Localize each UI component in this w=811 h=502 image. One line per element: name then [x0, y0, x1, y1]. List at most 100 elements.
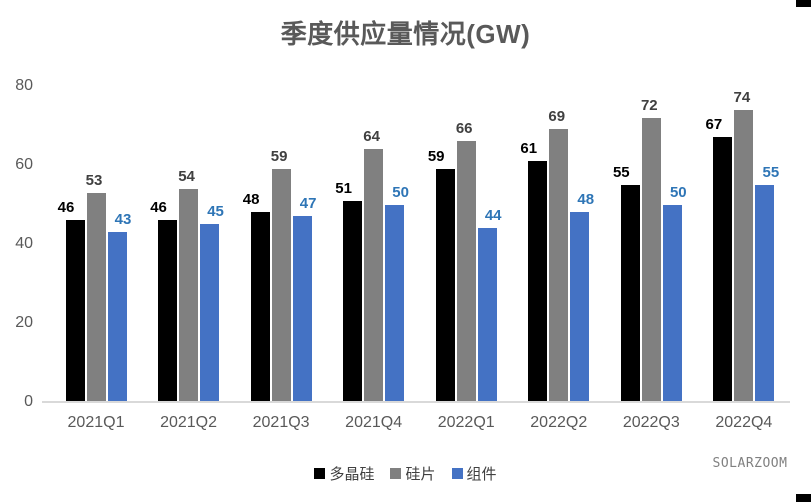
y-tick-label: 80 — [15, 77, 33, 94]
bar-硅片 — [86, 192, 106, 402]
bar-value-label: 48 — [577, 191, 595, 209]
legend-swatch-icon — [451, 468, 463, 479]
bar-group-2022Q4: 67 74 55 — [706, 88, 779, 402]
bar-多晶硅 — [343, 200, 363, 402]
bar-value-label: 61 — [520, 140, 538, 157]
x-axis-label: 2021Q2 — [160, 414, 218, 431]
bar-group-2021Q2: 46 54 45 — [150, 167, 224, 402]
bar-多晶硅 — [158, 220, 178, 402]
bar-value-label: 50 — [669, 183, 687, 201]
legend-label: 多晶硅 — [329, 466, 375, 483]
bar-多晶硅 — [620, 184, 640, 402]
bar-value-label: 59 — [270, 147, 288, 165]
legend: 多晶硅 硅片 组件 — [0, 463, 811, 484]
bar-value-label: 55 — [762, 163, 780, 181]
bar-硅片 — [179, 188, 199, 402]
bar-组件 — [755, 184, 775, 402]
bar-组件 — [570, 212, 590, 402]
bar-value-label: 53 — [85, 171, 103, 189]
bar-group-2022Q2: 61 69 48 — [520, 108, 594, 402]
bar-group-2021Q4: 51 64 50 — [335, 128, 409, 402]
bar-value-label: 55 — [612, 163, 630, 181]
bar-value-label: 43 — [114, 211, 132, 229]
legend-swatch-icon — [314, 468, 326, 479]
bar-column: 53 — [85, 171, 106, 402]
x-axis-label: 2021Q3 — [252, 414, 310, 431]
x-axis-label: 2022Q3 — [622, 414, 680, 431]
x-axis-label: 2022Q2 — [530, 414, 588, 431]
bar-group-2021Q1: 46 53 43 — [58, 171, 131, 402]
legend-item-组件: 组件 — [451, 463, 497, 484]
bar-多晶硅 — [250, 212, 270, 402]
bar-column: 59 — [270, 147, 291, 402]
bar-column: 47 — [292, 195, 316, 402]
plot-area: 46 53 43 46 54 45 48 59 47 51 64 50 59 66 44 61 69 48 55 72… — [0, 86, 811, 402]
bar-组件 — [385, 204, 405, 402]
y-tick-label: 0 — [24, 393, 33, 410]
bar-硅片 — [641, 117, 661, 402]
bar-value-label: 64 — [363, 128, 380, 146]
bar-group-2021Q3: 48 59 47 — [243, 147, 316, 402]
bar-多晶硅 — [713, 137, 733, 402]
bar-column: 64 — [363, 128, 384, 402]
bar-value-label: 59 — [427, 147, 445, 165]
x-axis-line — [42, 401, 790, 403]
bar-value-label: 74 — [733, 88, 751, 106]
y-tick-label: 20 — [15, 314, 33, 331]
bar-column: 69 — [548, 108, 569, 402]
bar-组件 — [107, 232, 127, 402]
bar-column: 48 — [570, 191, 594, 402]
bar-value-label: 48 — [242, 191, 260, 209]
bar-硅片 — [734, 109, 754, 402]
bar-硅片 — [271, 168, 291, 402]
bar-组件 — [662, 204, 682, 402]
x-axis-label: 2022Q1 — [437, 414, 495, 431]
bar-column: 67 — [706, 116, 733, 402]
bar-硅片 — [456, 141, 476, 402]
bar-column: 54 — [178, 167, 199, 402]
bar-group-2022Q1: 59 66 44 — [428, 120, 502, 402]
bar-value-label: 69 — [548, 108, 566, 126]
bar-value-label: 54 — [178, 167, 195, 185]
bar-硅片 — [364, 149, 384, 402]
x-axis-label: 2021Q4 — [345, 414, 403, 431]
bar-多晶硅 — [528, 161, 548, 402]
bar-组件 — [200, 224, 220, 402]
bar-value-label: 50 — [392, 183, 409, 201]
y-tick-label: 60 — [15, 156, 33, 173]
legend-item-多晶硅: 多晶硅 — [314, 463, 374, 484]
bar-column: 50 — [662, 184, 687, 402]
bar-value-label: 47 — [299, 195, 317, 213]
y-tick-label: 40 — [15, 235, 33, 252]
bar-column: 55 — [755, 164, 779, 402]
chart-title: 季度供应量情况(GW) — [280, 19, 531, 49]
bar-value-label: 67 — [705, 116, 723, 134]
legend-swatch-icon — [390, 468, 402, 479]
bar-value-label: 45 — [207, 203, 224, 221]
corner-mark-top-right — [796, 0, 811, 7]
bar-value-label: 51 — [335, 179, 352, 197]
bar-column: 44 — [477, 207, 502, 402]
bar-value-label: 72 — [640, 96, 658, 114]
bar-value-label: 44 — [484, 207, 502, 225]
bar-column: 66 — [455, 120, 476, 402]
watermark: SOLARZOOM — [712, 456, 788, 471]
bar-column: 43 — [107, 211, 131, 402]
bar-组件 — [477, 228, 497, 402]
legend-label: 组件 — [466, 466, 497, 483]
bar-硅片 — [549, 129, 569, 402]
bar-group-2022Q3: 55 72 50 — [613, 96, 687, 402]
bar-value-label: 46 — [57, 199, 75, 217]
bar-column: 55 — [613, 164, 640, 402]
x-axis-label: 2022Q4 — [715, 414, 773, 431]
bar-column: 45 — [200, 203, 224, 402]
bar-column: 48 — [243, 191, 270, 402]
bar-多晶硅 — [435, 168, 455, 402]
legend-label: 硅片 — [405, 466, 436, 483]
bar-value-label: 66 — [455, 120, 473, 138]
bar-column: 50 — [385, 184, 409, 402]
bar-多晶硅 — [65, 220, 85, 402]
bar-column: 72 — [640, 96, 661, 402]
bar-value-label: 46 — [150, 199, 167, 217]
